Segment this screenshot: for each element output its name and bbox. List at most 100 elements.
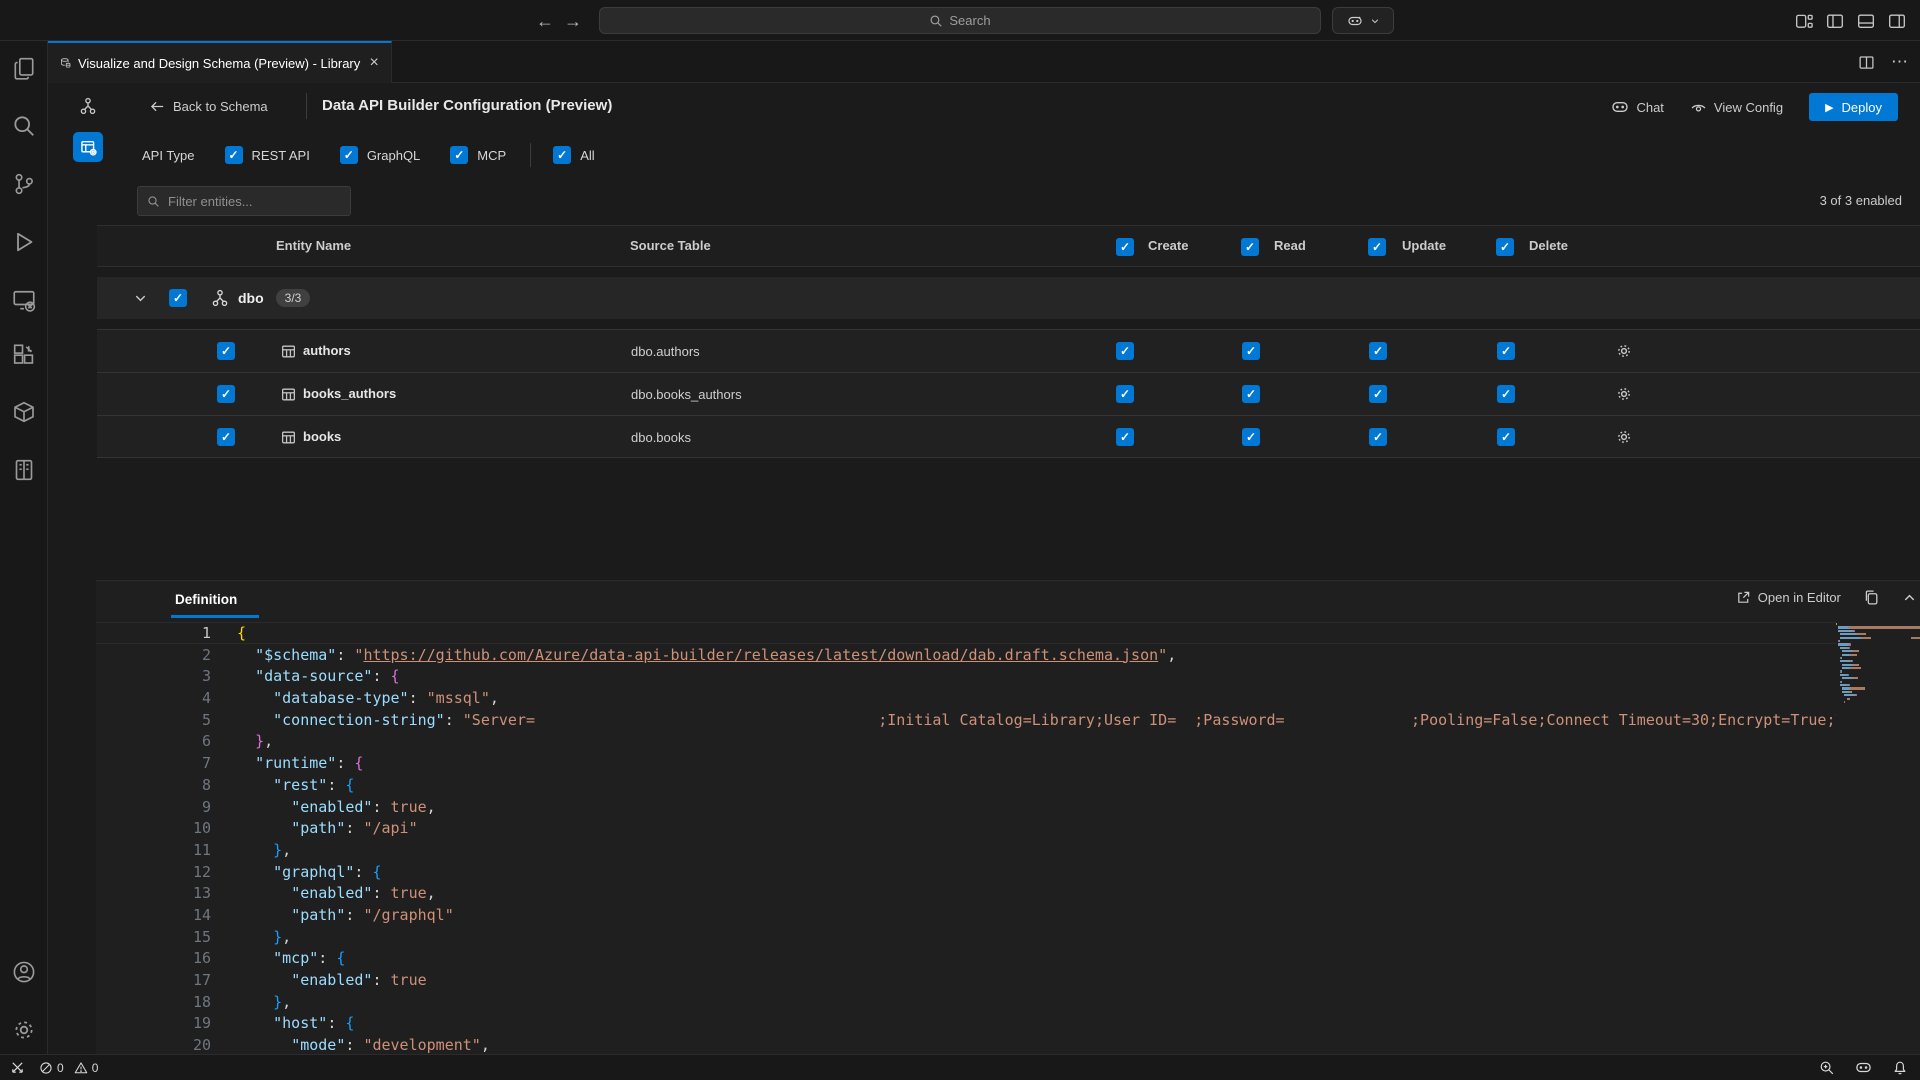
create-all-checkbox[interactable]: ✓ xyxy=(1116,238,1134,256)
table-row-books[interactable]: ✓ books dbo.books ✓ ✓ ✓ ✓ xyxy=(97,415,1920,458)
open-in-editor-button[interactable]: Open in Editor xyxy=(1736,590,1841,605)
line-number: 16 xyxy=(192,949,211,968)
column-delete: Delete xyxy=(1529,238,1569,253)
search-icon[interactable] xyxy=(12,114,36,138)
files-icon[interactable] xyxy=(12,56,36,80)
copilot-icon[interactable] xyxy=(1855,1059,1872,1076)
remote-indicator-icon[interactable] xyxy=(10,1060,25,1075)
tab-visualize-design-schema[interactable]: Visualize and Design Schema (Preview) - … xyxy=(48,41,392,83)
read-checkbox[interactable]: ✓ xyxy=(1242,385,1260,403)
error-count: 0 xyxy=(57,1060,64,1075)
row-settings-icon[interactable] xyxy=(1615,385,1633,403)
back-to-schema-button[interactable]: Back to Schema xyxy=(150,99,268,114)
table-row-books_authors[interactable]: ✓ books_authors dbo.books_authors ✓ ✓ ✓ ✓ xyxy=(97,372,1920,415)
chat-label: Chat xyxy=(1636,99,1664,115)
row-select-checkbox[interactable]: ✓ xyxy=(217,385,235,403)
api-option-mcp[interactable]: ✓ MCP xyxy=(450,146,506,164)
database-projects-icon[interactable] xyxy=(12,400,36,424)
toggle-panel-left-icon[interactable] xyxy=(1826,12,1844,30)
row-settings-icon[interactable] xyxy=(1615,342,1633,360)
delete-checkbox[interactable]: ✓ xyxy=(1497,385,1515,403)
deploy-button[interactable]: ▶ Deploy xyxy=(1809,93,1898,121)
create-checkbox[interactable]: ✓ xyxy=(1116,385,1134,403)
api-type-row: API Type ✓ REST API ✓ GraphQL ✓ MCP ✓ All xyxy=(142,143,625,167)
delete-checkbox[interactable]: ✓ xyxy=(1497,428,1515,446)
account-icon[interactable] xyxy=(12,960,36,984)
api-option-all[interactable]: ✓ All xyxy=(553,146,595,164)
toggle-panel-right-icon[interactable] xyxy=(1888,12,1906,30)
update-checkbox[interactable]: ✓ xyxy=(1369,428,1387,446)
open-in-editor-label: Open in Editor xyxy=(1757,590,1841,605)
extensions-icon[interactable] xyxy=(12,342,36,366)
editor-tab-bar: Visualize and Design Schema (Preview) - … xyxy=(48,41,1920,83)
schema-group-row[interactable]: ✓ dbo 3/3 xyxy=(97,277,1920,319)
forward-arrow-icon[interactable]: → xyxy=(564,11,582,31)
customize-layout-icon[interactable] xyxy=(1795,12,1813,30)
more-actions-icon[interactable]: ⋯ xyxy=(1891,52,1908,71)
api-checkbox[interactable]: ✓ xyxy=(553,146,572,164)
copilot-icon xyxy=(1612,102,1629,112)
api-option-rest-api[interactable]: ✓ REST API xyxy=(224,146,310,164)
line-number: 1 xyxy=(201,624,211,642)
code-line: "$schema": "https://github.com/Azure/dat… xyxy=(255,645,1177,664)
bell-icon[interactable] xyxy=(1892,1060,1908,1076)
delete-checkbox[interactable]: ✓ xyxy=(1497,342,1515,360)
problems-indicator[interactable]: 0 0 xyxy=(39,1061,98,1075)
table-row-authors[interactable]: ✓ authors dbo.authors ✓ ✓ ✓ ✓ xyxy=(97,329,1920,372)
api-checkbox[interactable]: ✓ xyxy=(339,146,358,164)
chevron-down-icon[interactable] xyxy=(133,291,148,306)
split-editor-icon[interactable] xyxy=(1858,54,1875,71)
api-option-graphql[interactable]: ✓ GraphQL xyxy=(339,146,420,164)
update-checkbox[interactable]: ✓ xyxy=(1369,342,1387,360)
create-checkbox[interactable]: ✓ xyxy=(1116,428,1134,446)
read-all-checkbox[interactable]: ✓ xyxy=(1241,238,1259,256)
row-select-checkbox[interactable]: ✓ xyxy=(217,428,235,446)
read-checkbox[interactable]: ✓ xyxy=(1242,428,1260,446)
zoom-icon[interactable] xyxy=(1819,1060,1835,1076)
schema-compare-icon[interactable] xyxy=(12,458,36,482)
table-designer-icon[interactable] xyxy=(73,132,103,162)
schema-visualize-icon[interactable] xyxy=(79,97,97,115)
code-editor[interactable]: 123456789101112131415161718192021222324 … xyxy=(96,621,1836,1080)
deploy-label: Deploy xyxy=(1841,99,1882,115)
settings-gear-icon[interactable] xyxy=(12,1018,36,1042)
code-line: "mcp": { xyxy=(273,949,346,968)
copy-icon[interactable] xyxy=(1863,589,1880,606)
column-read: Read xyxy=(1274,238,1306,253)
remote-explorer-icon[interactable] xyxy=(12,288,36,312)
column-create: Create xyxy=(1148,238,1189,253)
chat-button[interactable]: Chat xyxy=(1611,98,1664,116)
table-header-row: Entity Name Source Table ✓ Create ✓ Read… xyxy=(97,225,1920,267)
code-line: "graphql": { xyxy=(273,862,382,881)
copilot-menu-button[interactable] xyxy=(1332,7,1394,34)
delete-all-checkbox[interactable]: ✓ xyxy=(1496,238,1514,256)
minimap[interactable] xyxy=(1836,623,1920,1080)
row-settings-icon[interactable] xyxy=(1615,428,1633,446)
toggle-panel-bottom-icon[interactable] xyxy=(1857,12,1875,30)
read-checkbox[interactable]: ✓ xyxy=(1242,342,1260,360)
code-line: "data-source": { xyxy=(255,667,400,686)
row-select-checkbox[interactable]: ✓ xyxy=(217,342,235,360)
source-control-icon[interactable] xyxy=(12,172,36,196)
definition-panel: Definition Open in Editor × 123456789101… xyxy=(96,580,1920,1080)
group-checkbox[interactable]: ✓ xyxy=(169,289,187,307)
line-numbers: 123456789101112131415161718192021222324 xyxy=(96,623,211,1080)
update-checkbox[interactable]: ✓ xyxy=(1369,385,1387,403)
create-checkbox[interactable]: ✓ xyxy=(1116,342,1134,360)
command-center-search[interactable]: Search xyxy=(599,7,1321,34)
api-checkbox[interactable]: ✓ xyxy=(224,146,243,164)
code-line: "host": { xyxy=(273,1014,355,1033)
line-number: 7 xyxy=(201,754,211,773)
update-all-checkbox[interactable]: ✓ xyxy=(1368,238,1386,256)
run-debug-icon[interactable] xyxy=(12,230,36,254)
tab-close-icon[interactable]: × xyxy=(369,54,379,71)
collapse-panel-icon[interactable] xyxy=(1902,590,1917,605)
filter-entities-input[interactable]: Filter entities... xyxy=(137,186,351,216)
line-number: 12 xyxy=(192,862,211,881)
definition-tab[interactable]: Definition xyxy=(175,592,238,607)
api-checkbox[interactable]: ✓ xyxy=(450,146,469,164)
back-arrow-icon[interactable]: ← xyxy=(536,11,554,31)
view-config-button[interactable]: View Config xyxy=(1690,99,1783,116)
line-number: 13 xyxy=(192,884,211,903)
code-line: "enabled": true, xyxy=(291,797,436,816)
